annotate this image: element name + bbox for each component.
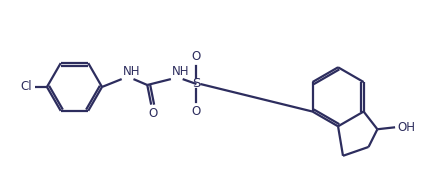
Text: O: O	[149, 107, 158, 120]
Text: O: O	[192, 50, 201, 63]
Text: Cl: Cl	[20, 80, 32, 93]
Text: O: O	[192, 105, 201, 118]
Text: OH: OH	[397, 121, 415, 134]
Text: S: S	[192, 77, 201, 90]
Text: NH: NH	[172, 65, 189, 78]
Text: NH: NH	[123, 65, 140, 78]
